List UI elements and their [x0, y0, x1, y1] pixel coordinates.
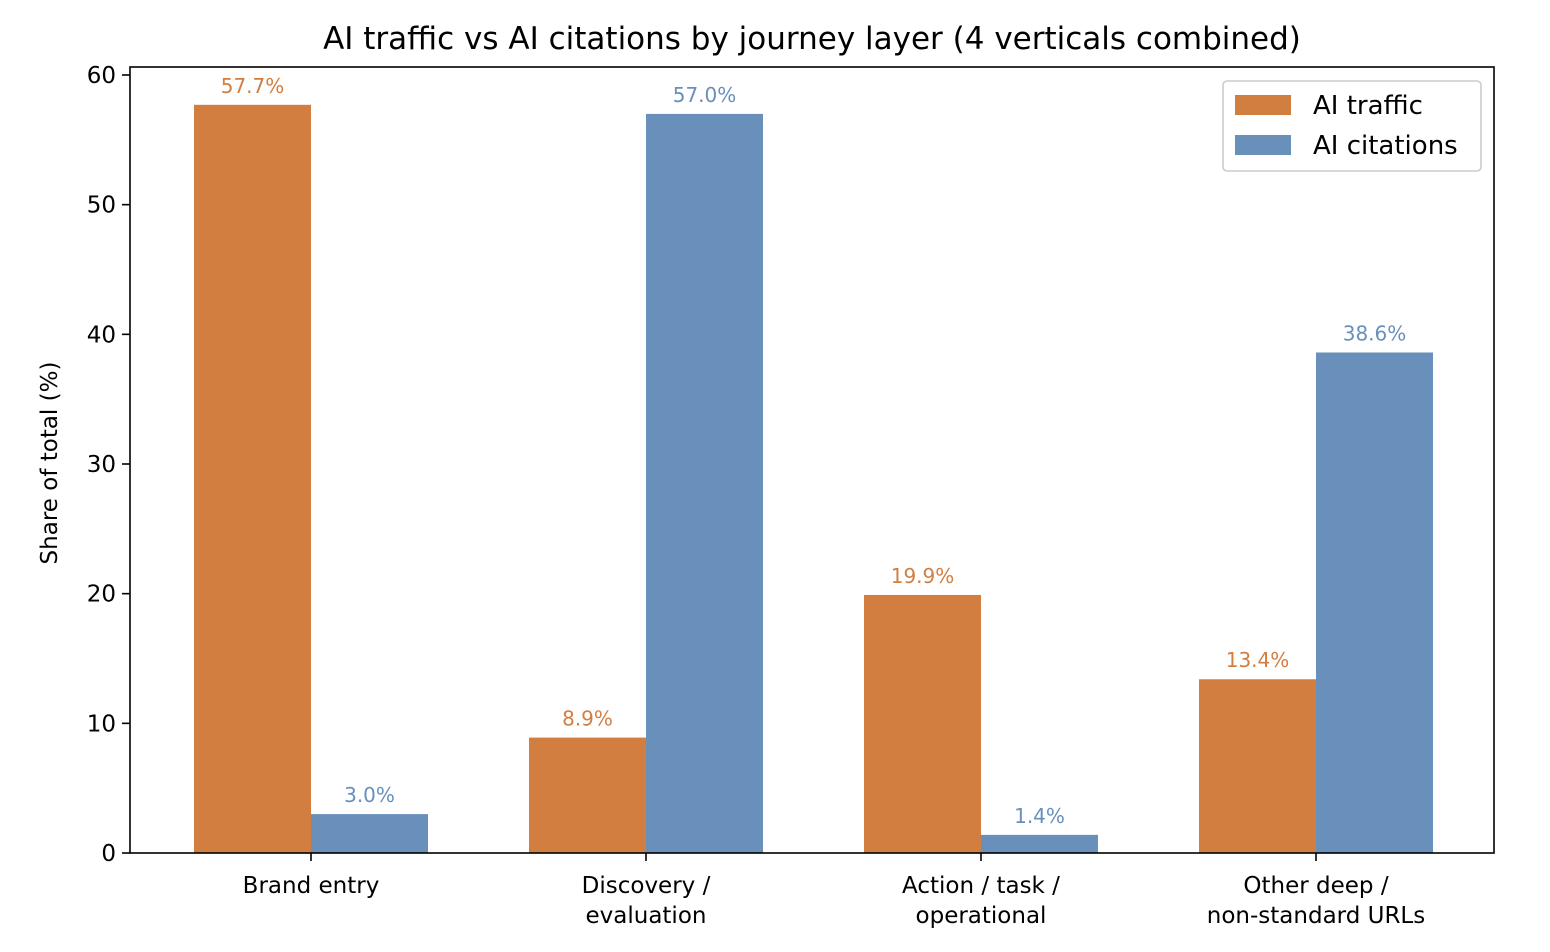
legend-label: AI traffic [1313, 91, 1423, 121]
y-axis: 0 10 20 30 40 50 60 [87, 63, 130, 867]
bar-value-label: 1.4% [1014, 804, 1065, 828]
bar-value-label: 57.0% [673, 83, 737, 107]
bar-value-label: 57.7% [221, 74, 285, 98]
y-tick-label: 20 [87, 582, 116, 608]
y-tick-label: 50 [87, 193, 116, 219]
x-tick-label: non-standard URLs [1207, 903, 1425, 929]
x-tick-label: Brand entry [243, 873, 380, 899]
bar-ai-traffic-0 [194, 104, 311, 853]
bar-ai-citations-3 [1316, 352, 1433, 853]
bar-labels-group: 57.7% 8.9% 19.9% 13.4% 3.0% 57.0% 1.4% 38.6% [221, 74, 1407, 828]
bar-ai-citations-0 [311, 814, 428, 853]
x-tick-label: Other deep / [1243, 873, 1388, 899]
bar-value-label: 38.6% [1343, 321, 1407, 345]
chart-title: AI traffic vs AI citations by journey la… [323, 21, 1301, 57]
bar-ai-traffic-1 [529, 737, 646, 853]
y-tick-label: 0 [101, 841, 116, 867]
legend: AI traffic AI citations [1222, 80, 1482, 172]
y-tick-label: 10 [87, 711, 116, 737]
x-tick-label: Action / task / [902, 873, 1060, 899]
x-tick-label: Discovery / [582, 873, 711, 899]
y-tick-label: 40 [87, 322, 116, 348]
x-axis: Brand entry Discovery / evaluation Action /… [243, 853, 1425, 929]
legend-swatch [1235, 135, 1291, 155]
y-tick-label: 30 [87, 452, 116, 478]
bar-value-label: 19.9% [891, 564, 955, 588]
bar-value-label: 3.0% [344, 783, 395, 807]
legend-label: AI citations [1313, 131, 1458, 161]
bar-value-label: 13.4% [1226, 648, 1290, 672]
bar-value-label: 8.9% [562, 707, 613, 731]
bar-ai-traffic-3 [1199, 679, 1316, 853]
x-tick-label: evaluation [586, 903, 707, 929]
bar-ai-citations-2 [981, 834, 1098, 853]
bar-ai-citations-1 [646, 113, 763, 853]
bar-ai-traffic-2 [864, 594, 981, 853]
bars-group [194, 104, 1433, 853]
legend-swatch [1235, 95, 1291, 115]
y-axis-label: Share of total (%) [37, 362, 63, 565]
plot-frame [129, 66, 1495, 854]
y-tick-label: 60 [87, 63, 116, 89]
x-tick-label: operational [916, 903, 1047, 929]
